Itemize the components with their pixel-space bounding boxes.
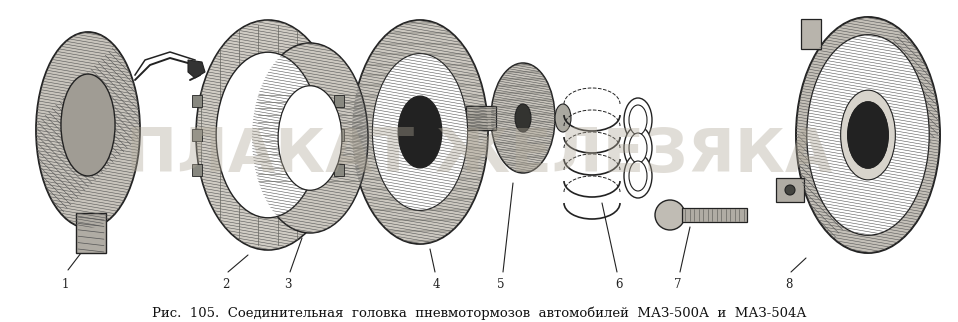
Ellipse shape [655, 200, 685, 230]
Text: ПЛАКАТ ЖЕЛЕЗЯКА: ПЛАКАТ ЖЕЛЕЗЯКА [125, 126, 833, 185]
Ellipse shape [848, 102, 888, 168]
Ellipse shape [61, 74, 115, 176]
Ellipse shape [624, 154, 652, 198]
Bar [334, 164, 344, 175]
Ellipse shape [848, 102, 888, 168]
Ellipse shape [796, 17, 940, 253]
Text: 2: 2 [222, 278, 230, 291]
Ellipse shape [36, 32, 140, 228]
Ellipse shape [555, 104, 571, 132]
Text: 5: 5 [497, 278, 505, 291]
Bar [682, 208, 747, 222]
Bar [192, 129, 202, 141]
Ellipse shape [399, 96, 442, 168]
Bar [334, 129, 344, 141]
Ellipse shape [515, 104, 531, 132]
Ellipse shape [278, 86, 342, 190]
Circle shape [785, 185, 795, 195]
Ellipse shape [252, 43, 368, 233]
Ellipse shape [629, 161, 647, 191]
Text: Рис.  105.  Соединительная  головка  пневмотормозов  автомобилей  МАЗ-500А  и  М: Рис. 105. Соединительная головка пневмот… [151, 306, 807, 319]
Ellipse shape [624, 126, 652, 170]
Bar [466, 106, 496, 130]
Polygon shape [188, 60, 205, 78]
Bar [192, 94, 202, 107]
Ellipse shape [807, 35, 929, 235]
Ellipse shape [629, 133, 647, 163]
Bar [801, 19, 821, 49]
Ellipse shape [624, 98, 652, 142]
Ellipse shape [840, 90, 896, 180]
Polygon shape [776, 178, 804, 202]
Text: 4: 4 [432, 278, 440, 291]
Text: 3: 3 [285, 278, 292, 291]
Text: 8: 8 [786, 278, 792, 291]
Bar [192, 164, 202, 175]
Bar [76, 213, 106, 253]
Text: 6: 6 [615, 278, 623, 291]
Ellipse shape [491, 63, 555, 173]
Ellipse shape [629, 105, 647, 135]
Ellipse shape [352, 20, 488, 244]
Ellipse shape [196, 20, 340, 250]
Ellipse shape [217, 52, 320, 218]
Text: 1: 1 [61, 278, 69, 291]
Text: 7: 7 [674, 278, 682, 291]
Bar [334, 94, 344, 107]
Ellipse shape [373, 53, 468, 210]
